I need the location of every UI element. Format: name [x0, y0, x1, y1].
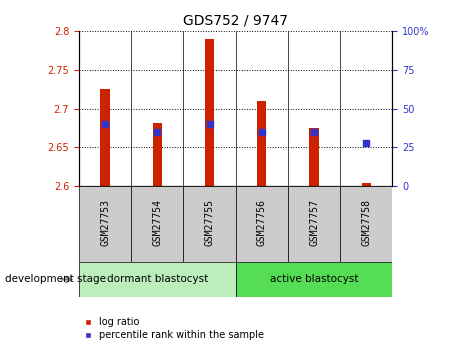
Bar	[100, 89, 110, 186]
Point	[363, 140, 370, 146]
Bar	[152, 124, 162, 186]
Text: GSM27756: GSM27756	[257, 199, 267, 246]
Point	[206, 121, 213, 127]
Bar	[257, 101, 267, 186]
Point	[310, 129, 318, 135]
Bar	[309, 128, 319, 186]
Bar	[288, 186, 340, 262]
Text: active blastocyst: active blastocyst	[270, 275, 358, 284]
Point	[258, 129, 265, 135]
Bar	[184, 186, 236, 262]
Point	[154, 129, 161, 135]
Bar	[79, 186, 131, 262]
Text: dormant blastocyst: dormant blastocyst	[106, 275, 208, 284]
Legend: log ratio, percentile rank within the sample: log ratio, percentile rank within the sa…	[84, 317, 264, 340]
Text: development stage: development stage	[5, 275, 106, 284]
Bar	[236, 186, 288, 262]
Bar	[236, 262, 392, 297]
Text: GSM27755: GSM27755	[204, 199, 215, 246]
Text: GDS752 / 9747: GDS752 / 9747	[183, 13, 288, 28]
Bar	[362, 183, 371, 186]
Bar	[340, 186, 392, 262]
Bar	[79, 262, 236, 297]
Point	[101, 121, 109, 127]
Bar	[131, 186, 184, 262]
Text: GSM27753: GSM27753	[100, 199, 110, 246]
Text: GSM27758: GSM27758	[361, 199, 371, 246]
Bar	[205, 39, 214, 186]
Text: GSM27754: GSM27754	[152, 199, 162, 246]
Text: GSM27757: GSM27757	[309, 199, 319, 246]
